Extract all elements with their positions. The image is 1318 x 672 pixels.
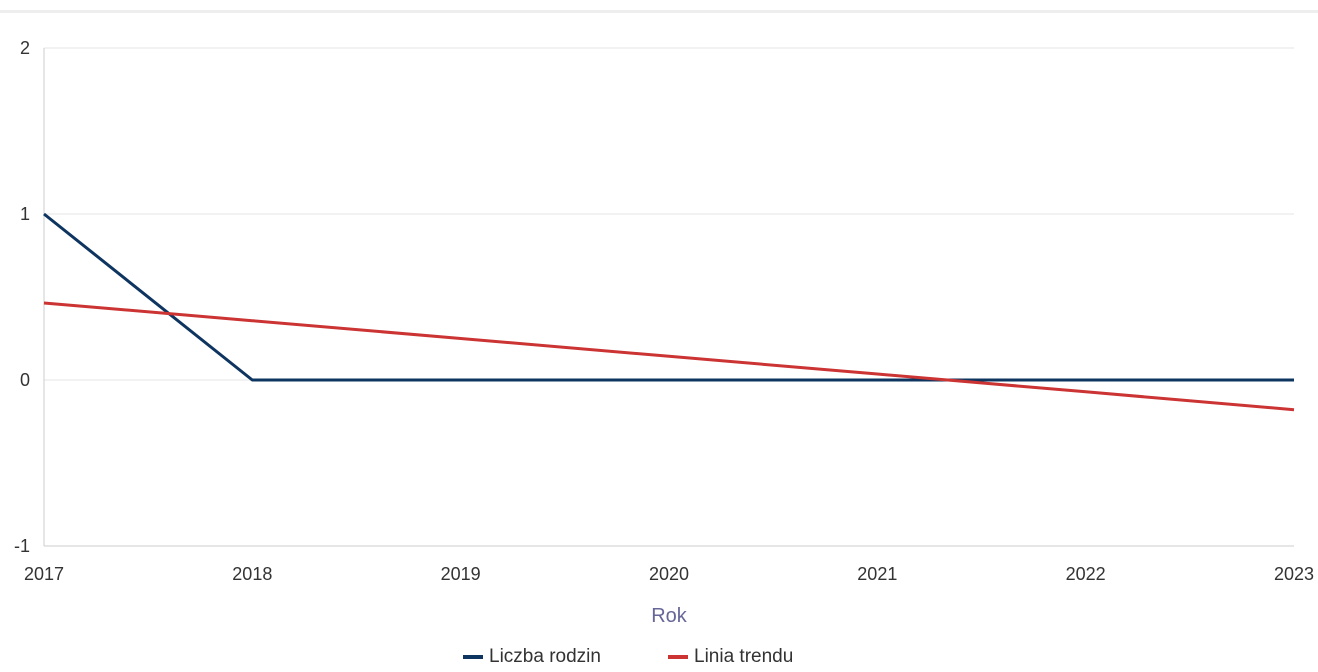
y-tick-label: -1: [14, 536, 30, 556]
series-layer: [43, 212, 1295, 412]
x-axis-title: Rok: [651, 605, 688, 627]
x-tick-label: 2018: [232, 564, 272, 584]
series-line-0: [43, 212, 1294, 382]
legend-label: Liczba rodzin: [489, 646, 601, 667]
legend: Liczba rodzin Linia trendu: [463, 646, 793, 667]
top-divider: [0, 10, 1318, 13]
y-tick-label: 2: [20, 38, 30, 58]
x-tick-label: 2023: [1274, 564, 1314, 584]
label-layer: -1 0 1 2 2017 2018 2019 2020 2021 2022 2023: [14, 38, 1314, 584]
x-tick-label: 2021: [857, 564, 897, 584]
y-tick-label: 1: [20, 204, 30, 224]
x-tick-label: 2022: [1066, 564, 1106, 584]
x-tick-label: 2019: [441, 564, 481, 584]
axis-layer: [43, 48, 1294, 547]
legend-swatch: [668, 655, 688, 659]
x-tick-label: 2017: [24, 564, 64, 584]
legend-label: Linia trendu: [694, 646, 793, 667]
legend-item[interactable]: Liczba rodzin: [463, 646, 601, 667]
grid-layer: [44, 47, 1294, 381]
x-tick-label: 2020: [649, 564, 689, 584]
y-tick-label: 0: [20, 370, 30, 390]
series-line-1: [43, 301, 1295, 412]
legend-swatch: [463, 655, 483, 659]
legend-item[interactable]: Linia trendu: [668, 646, 793, 667]
